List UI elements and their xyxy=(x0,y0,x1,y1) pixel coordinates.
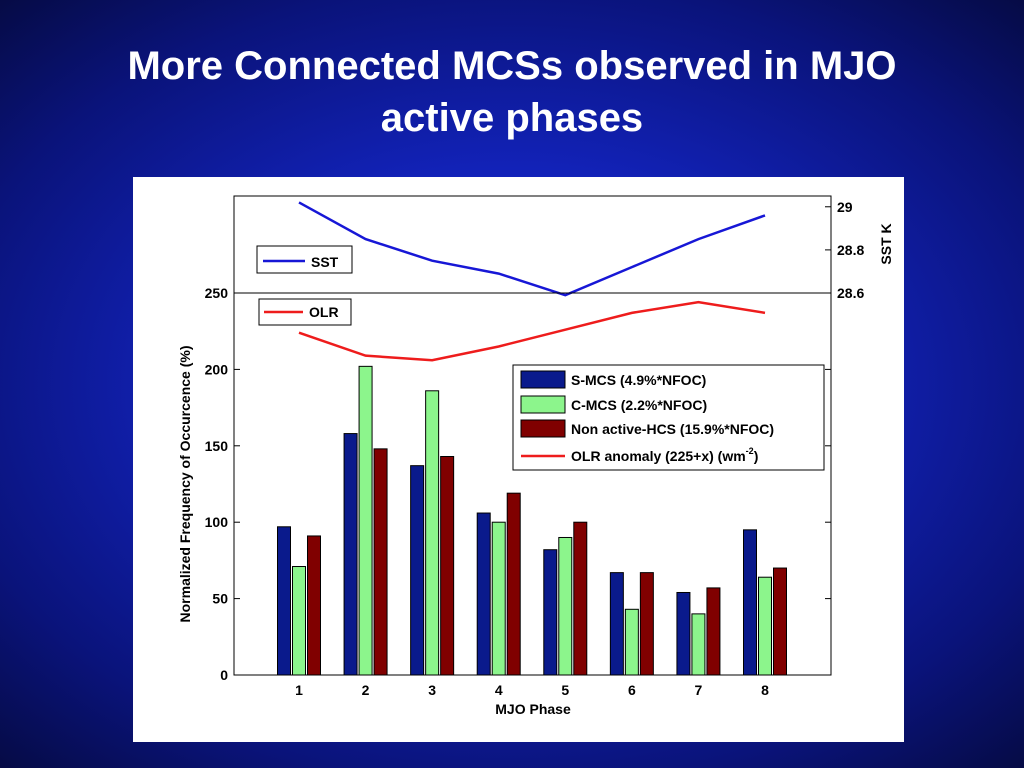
bar xyxy=(773,567,787,676)
bar xyxy=(609,572,624,676)
legend-label-olr: OLR anomaly (225+x) (wm-2) xyxy=(571,446,758,464)
bar-panel-frame xyxy=(233,292,832,676)
bar xyxy=(491,521,506,676)
sst-legend: SST xyxy=(256,245,353,274)
sst-legend-label: SST xyxy=(311,254,339,270)
bar xyxy=(440,455,455,676)
bar xyxy=(373,448,388,676)
bar xyxy=(758,576,772,676)
y-axis-label: Normalized Frequency of Occurcence (%) xyxy=(177,346,193,623)
bar xyxy=(743,529,757,676)
y-axis-ticks: 0 50 100 150 200 250 xyxy=(205,285,831,683)
figure-panel: SST SST K 28.6 28.8 29 0 50 100 150 200 250 1 2 3… xyxy=(133,177,904,742)
x-tick-label: 2 xyxy=(362,682,370,698)
bars xyxy=(277,365,787,676)
bar xyxy=(543,549,558,676)
bar xyxy=(476,512,491,676)
sst-tick-label: 28.8 xyxy=(837,242,864,258)
legend-swatch-c-mcs xyxy=(520,395,566,414)
bar xyxy=(639,572,654,676)
x-tick-label: 3 xyxy=(428,682,436,698)
bar xyxy=(706,587,721,676)
x-tick-label: 6 xyxy=(628,682,636,698)
bar xyxy=(277,526,291,676)
sst-series-line xyxy=(298,201,766,297)
bar xyxy=(343,433,358,676)
bar xyxy=(573,521,588,676)
legend-swatch-non-active-hcs xyxy=(520,419,566,438)
y-tick-label: 150 xyxy=(205,438,229,454)
legend-label-s-mcs: S-MCS (4.9%*NFOC) xyxy=(571,372,706,388)
olr-inset-label: OLR xyxy=(309,304,339,320)
mjo-chart: SST SST K 28.6 28.8 29 0 50 100 150 200 250 1 2 3… xyxy=(177,195,894,717)
bar xyxy=(358,365,373,676)
bar xyxy=(307,535,321,676)
sst-axis-label: SST K xyxy=(878,223,894,264)
main-legend: S-MCS (4.9%*NFOC) C-MCS (2.2%*NFOC) Non … xyxy=(512,364,825,471)
bar xyxy=(676,591,691,676)
slide-title-line-1: More Connected MCSs observed in MJO xyxy=(127,44,897,88)
sst-axis-ticks: 28.6 28.8 29 xyxy=(825,199,864,301)
sst-panel-frame xyxy=(233,195,832,294)
slide-title-line-2: active phases xyxy=(380,96,644,140)
y-tick-label: 0 xyxy=(220,667,228,683)
sst-tick-label: 29 xyxy=(837,199,853,215)
legend-label-olr-sup: -2 xyxy=(746,446,754,456)
x-tick-label: 8 xyxy=(761,682,769,698)
legend-label-c-mcs: C-MCS (2.2%*NFOC) xyxy=(571,397,707,413)
y-tick-label: 200 xyxy=(205,361,229,377)
olr-series-line xyxy=(298,300,766,362)
bar xyxy=(410,465,425,676)
x-tick-label: 4 xyxy=(495,682,503,698)
olr-inset-legend: OLR xyxy=(258,298,352,326)
y-tick-label: 100 xyxy=(205,514,229,530)
x-tick-label: 1 xyxy=(295,682,303,698)
x-axis-label: MJO Phase xyxy=(495,701,571,717)
legend-swatch-s-mcs xyxy=(520,370,566,389)
legend-label-non-active-hcs: Non active-HCS (15.9%*NFOC) xyxy=(571,421,774,437)
bar xyxy=(292,566,306,676)
bar xyxy=(506,492,521,676)
bar xyxy=(624,608,639,676)
x-tick-label: 5 xyxy=(561,682,569,698)
bar xyxy=(425,390,440,676)
sst-tick-label: 28.6 xyxy=(837,285,864,301)
x-tick-label: 7 xyxy=(695,682,703,698)
bar xyxy=(558,536,573,676)
slide-title: More Connected MCSs observed in MJO acti… xyxy=(0,40,1024,144)
bar xyxy=(691,613,706,676)
y-tick-label: 250 xyxy=(205,285,229,301)
y-tick-label: 50 xyxy=(212,591,228,607)
